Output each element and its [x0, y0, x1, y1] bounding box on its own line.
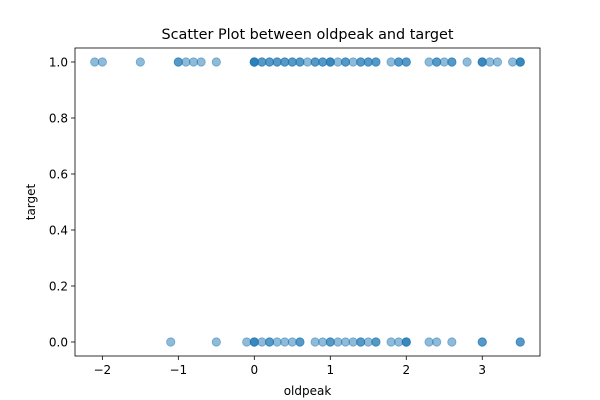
data-point-target-1 [447, 57, 457, 67]
x-tick-label: −1 [169, 363, 187, 377]
data-point-target-0 [257, 337, 267, 347]
data-point-target-1 [462, 57, 472, 67]
data-point-target-1 [340, 57, 351, 67]
x-tick-label: 0 [250, 363, 258, 377]
data-point-target-1 [394, 57, 404, 67]
data-point-target-1 [492, 57, 503, 67]
y-tick-label: 0.4 [49, 223, 68, 237]
data-point-target-1 [302, 57, 313, 67]
data-point-target-0 [295, 337, 305, 347]
chart-title: Scatter Plot between oldpeak and target [161, 27, 453, 43]
data-point-target-0 [272, 337, 282, 347]
data-point-target-1 [515, 57, 525, 67]
data-point-target-1 [439, 57, 449, 67]
y-tick-label: 0.8 [49, 111, 68, 125]
data-point-target-0 [287, 337, 297, 347]
data-point-target-0 [325, 337, 335, 347]
data-point-target-1 [477, 57, 487, 67]
data-point-target-0 [515, 337, 525, 347]
data-point-target-0 [340, 337, 351, 347]
data-point-target-1 [90, 57, 100, 67]
data-point-target-0 [249, 337, 259, 347]
data-point-target-1 [318, 57, 328, 67]
data-point-target-0 [348, 337, 358, 347]
data-point-target-0 [401, 337, 411, 347]
data-point-target-1 [310, 57, 320, 67]
y-axis-label: target [24, 183, 38, 220]
data-point-target-1 [135, 57, 145, 67]
y-tick-label: 0.0 [49, 335, 68, 349]
data-point-target-1 [196, 57, 206, 67]
data-point-target-0 [310, 337, 320, 347]
y-tick-label: 1.0 [49, 55, 68, 69]
data-point-target-1 [371, 57, 381, 67]
data-point-target-0 [386, 337, 396, 347]
y-tick-label: 0.2 [49, 279, 68, 293]
data-point-target-1 [173, 57, 183, 67]
data-point-target-1 [188, 57, 199, 67]
data-point-target-1 [272, 57, 282, 67]
data-point-target-0 [211, 337, 221, 347]
x-axis-label: oldpeak [284, 384, 332, 398]
data-point-target-1 [249, 57, 259, 67]
data-point-target-1 [424, 57, 434, 67]
data-point-target-1 [181, 57, 191, 67]
data-point-target-1 [386, 57, 396, 67]
data-point-target-1 [485, 57, 495, 67]
data-point-target-1 [97, 57, 107, 67]
data-point-target-1 [356, 57, 366, 67]
data-point-target-0 [371, 337, 381, 347]
data-point-target-1 [363, 57, 373, 67]
data-point-target-1 [333, 57, 343, 67]
data-point-target-0 [264, 337, 275, 347]
x-tick-label: 1 [326, 363, 334, 377]
data-points [90, 57, 525, 347]
data-point-target-1 [325, 57, 335, 67]
data-point-target-0 [432, 337, 442, 347]
x-tick-label: −2 [94, 363, 112, 377]
data-point-target-0 [280, 337, 290, 347]
data-point-target-1 [211, 57, 221, 67]
data-point-target-1 [432, 57, 442, 67]
data-point-target-0 [356, 337, 366, 347]
data-point-target-0 [318, 337, 328, 347]
data-point-target-1 [264, 57, 275, 67]
data-point-target-0 [394, 337, 404, 347]
data-point-target-0 [447, 337, 457, 347]
data-point-target-0 [333, 337, 343, 347]
data-point-target-1 [508, 57, 518, 67]
data-point-target-0 [363, 337, 373, 347]
data-point-target-1 [287, 57, 297, 67]
x-axis-ticks: −2 −1 0 1 2 3 [94, 356, 486, 377]
plot-frame [74, 47, 541, 357]
data-point-target-0 [424, 337, 434, 347]
data-point-target-1 [280, 57, 290, 67]
data-point-target-0 [166, 337, 176, 347]
x-tick-label: 3 [478, 363, 486, 377]
data-point-target-1 [348, 57, 358, 67]
data-point-target-0 [477, 337, 487, 347]
x-tick-label: 2 [402, 363, 410, 377]
y-axis-ticks: 0.0 0.2 0.4 0.6 0.8 1.0 [49, 55, 75, 349]
data-point-target-1 [401, 57, 411, 67]
y-tick-label: 0.6 [49, 167, 68, 181]
data-point-target-1 [257, 57, 267, 67]
data-point-target-1 [295, 57, 305, 67]
data-point-target-0 [242, 337, 252, 347]
